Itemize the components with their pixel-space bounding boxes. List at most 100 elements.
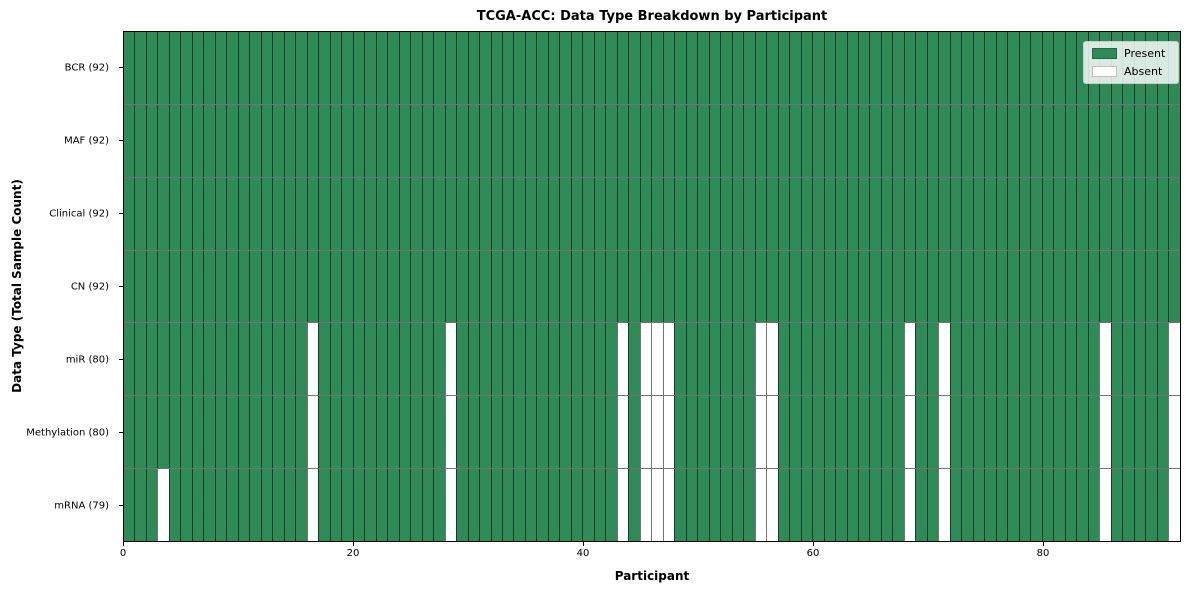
heatmap-cell xyxy=(823,396,836,469)
heatmap-cell xyxy=(501,32,514,104)
heatmap-cell xyxy=(731,396,744,469)
heatmap-cell xyxy=(559,177,571,250)
heatmap-cell xyxy=(972,323,985,396)
heatmap-cell xyxy=(903,177,916,250)
heatmap-cell xyxy=(995,32,1008,104)
heatmap-cell xyxy=(433,323,445,396)
heatmap-cell xyxy=(639,177,652,250)
heatmap-cell xyxy=(272,177,284,250)
heatmap-cell xyxy=(570,396,583,469)
heatmap-cell xyxy=(168,177,181,250)
heatmap-cell xyxy=(777,104,790,177)
heatmap-cell xyxy=(191,104,204,177)
heatmap-cell xyxy=(926,469,939,542)
heatmap-cell xyxy=(674,396,686,469)
heatmap-cell xyxy=(547,104,560,177)
heatmap-cell xyxy=(1030,104,1042,177)
heatmap-cell xyxy=(501,177,514,250)
heatmap-cell xyxy=(547,396,560,469)
heatmap-cell xyxy=(410,104,422,177)
heatmap-cell xyxy=(835,396,847,469)
heatmap-cell xyxy=(421,396,434,469)
heatmap-cell xyxy=(892,104,904,177)
heatmap-cell xyxy=(582,469,594,542)
heatmap-cell xyxy=(708,104,721,177)
heatmap-cell xyxy=(823,250,836,323)
heatmap-cell xyxy=(984,396,996,469)
heatmap-cell xyxy=(375,250,388,323)
heatmap-cell xyxy=(1018,396,1031,469)
heatmap-cell xyxy=(157,32,169,104)
heatmap-cell xyxy=(731,32,744,104)
heatmap-cell xyxy=(490,250,502,323)
heatmap-cell xyxy=(984,104,996,177)
heatmap-cell xyxy=(352,469,365,542)
heatmap-cell xyxy=(949,469,962,542)
heatmap-cell xyxy=(708,469,721,542)
heatmap-cell xyxy=(1076,469,1088,542)
heatmap-cell xyxy=(570,32,583,104)
heatmap-cell xyxy=(731,250,744,323)
heatmap-cell xyxy=(214,250,227,323)
heatmap-cell xyxy=(949,32,962,104)
heatmap-cell xyxy=(846,469,858,542)
heatmap-cell xyxy=(237,396,250,469)
heatmap-cell xyxy=(501,104,514,177)
heatmap-cell xyxy=(536,250,548,323)
heatmap-cell xyxy=(880,469,893,542)
heatmap-cell xyxy=(697,32,709,104)
heatmap-cell xyxy=(191,177,204,250)
heatmap-cell xyxy=(306,396,319,469)
heatmap-cell xyxy=(180,469,192,542)
heatmap-cell xyxy=(444,323,457,396)
heatmap-cell xyxy=(1133,469,1146,542)
heatmap-cell xyxy=(1122,469,1134,542)
heatmap-cell xyxy=(433,177,445,250)
heatmap-cell xyxy=(168,469,181,542)
x-tick-label: 80 xyxy=(1036,548,1050,559)
heatmap-cell xyxy=(364,104,376,177)
heatmap-cell xyxy=(846,323,858,396)
heatmap-cell xyxy=(1076,323,1088,396)
heatmap-cell xyxy=(858,323,870,396)
heatmap-cell xyxy=(880,396,893,469)
y-tick-mark xyxy=(119,66,123,68)
heatmap-row-maf xyxy=(124,103,1180,177)
heatmap-cell xyxy=(456,323,468,396)
heatmap-cell xyxy=(685,323,698,396)
heatmap-cell xyxy=(1133,177,1146,250)
heatmap-cell xyxy=(444,104,457,177)
heatmap-cell xyxy=(789,323,801,396)
y-tick-label: Methylation (80) xyxy=(26,427,109,438)
heatmap-cell xyxy=(1099,323,1111,396)
heatmap-cell xyxy=(1110,250,1123,323)
heatmap-cell xyxy=(903,396,916,469)
x-tick-label: 60 xyxy=(806,548,820,559)
heatmap-cell xyxy=(1122,104,1134,177)
y-tick-mark xyxy=(119,359,123,360)
heatmap-cell xyxy=(949,323,962,396)
heatmap-cell xyxy=(869,323,881,396)
y-tick-mark xyxy=(119,286,123,287)
heatmap-cell xyxy=(226,32,238,104)
heatmap-cell xyxy=(1122,396,1134,469)
heatmap-cell xyxy=(134,104,146,177)
heatmap-cell xyxy=(203,104,215,177)
heatmap-cell xyxy=(124,469,135,542)
heatmap-cell xyxy=(249,469,261,542)
heatmap-cell xyxy=(237,177,250,250)
heatmap-cell xyxy=(662,250,675,323)
heatmap-cell xyxy=(1076,396,1088,469)
heatmap-cell xyxy=(995,469,1008,542)
heatmap-cell xyxy=(789,177,801,250)
heatmap-cell xyxy=(662,32,675,104)
heatmap-cell xyxy=(306,104,319,177)
y-tick-marks xyxy=(119,31,123,542)
heatmap-cell xyxy=(685,177,698,250)
heatmap-cell xyxy=(812,250,824,323)
y-tick-label: BCR (92) xyxy=(64,62,109,73)
heatmap-cell xyxy=(375,32,388,104)
y-tick-mark xyxy=(119,505,123,506)
heatmap-cell xyxy=(880,323,893,396)
heatmap-cell xyxy=(421,104,434,177)
